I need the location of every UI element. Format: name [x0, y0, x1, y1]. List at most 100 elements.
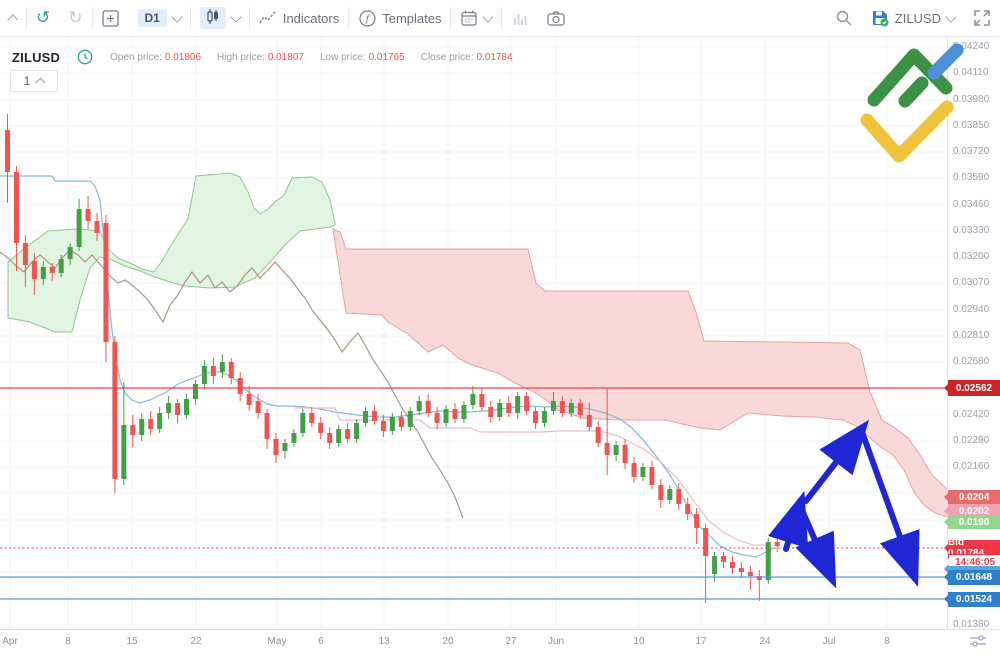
candle-body[interactable]: [255, 401, 261, 413]
candle-body[interactable]: [22, 243, 28, 265]
candle-body[interactable]: [765, 542, 771, 580]
save-symbol-selector[interactable]: ZILUSD: [862, 0, 964, 36]
candle-body[interactable]: [201, 366, 207, 384]
collapse-toolbar-button[interactable]: [0, 0, 26, 36]
candle-body[interactable]: [703, 528, 709, 556]
candle-body[interactable]: [479, 394, 485, 407]
candle-body[interactable]: [398, 417, 404, 427]
candle-body[interactable]: [291, 433, 297, 443]
candle-body[interactable]: [264, 413, 270, 439]
candle-body[interactable]: [389, 417, 395, 431]
candle-body[interactable]: [327, 433, 333, 443]
candle-body[interactable]: [533, 411, 539, 423]
candle-body[interactable]: [210, 366, 216, 376]
candle-body[interactable]: [237, 378, 243, 394]
candle-body[interactable]: [452, 409, 458, 419]
candle-body[interactable]: [228, 362, 234, 378]
candle-body[interactable]: [613, 445, 619, 455]
candle-body[interactable]: [273, 439, 279, 455]
candle-body[interactable]: [76, 209, 82, 247]
candle-body[interactable]: [747, 572, 753, 576]
candle-body[interactable]: [640, 467, 646, 477]
candle-body[interactable]: [694, 514, 700, 528]
tenkan-sen[interactable]: [0, 175, 775, 558]
candle-body[interactable]: [130, 425, 136, 435]
candle-body[interactable]: [524, 396, 530, 411]
candle-body[interactable]: [676, 489, 682, 504]
candle-body[interactable]: [712, 556, 718, 574]
candle-body[interactable]: [148, 419, 154, 429]
candle-body[interactable]: [371, 411, 377, 421]
candle-body[interactable]: [559, 401, 565, 413]
candle-body[interactable]: [550, 401, 556, 411]
forecast-arrow-2[interactable]: [795, 505, 837, 589]
screenshot-button[interactable]: [538, 0, 574, 36]
kijun-sen[interactable]: [295, 407, 766, 546]
candle-body[interactable]: [103, 223, 109, 342]
candle-body[interactable]: [300, 413, 306, 433]
candle-body[interactable]: [5, 130, 10, 172]
search-button[interactable]: [826, 0, 862, 36]
candle-body[interactable]: [94, 221, 100, 233]
candle-body[interactable]: [58, 259, 64, 273]
chart-style-selector[interactable]: [191, 0, 249, 36]
candle-body[interactable]: [658, 485, 664, 500]
candle-body[interactable]: [488, 407, 494, 417]
candle-body[interactable]: [309, 413, 315, 423]
candle-body[interactable]: [586, 415, 592, 427]
forecast-arrow-1[interactable]: [768, 490, 809, 552]
candle-body[interactable]: [729, 562, 735, 568]
undo-button[interactable]: ↺: [27, 0, 59, 36]
candle-body[interactable]: [622, 445, 628, 463]
candle-body[interactable]: [443, 409, 449, 423]
time-axis[interactable]: Apr 8 15 22 May 6 13 20 27 Jun 10 17 24 Jul 8: [0, 629, 1000, 656]
candle-body[interactable]: [40, 267, 46, 279]
templates-button[interactable]: f Templates: [349, 0, 450, 36]
candle-body[interactable]: [184, 399, 189, 415]
candle-body[interactable]: [425, 401, 431, 413]
forecast-arrow-3[interactable]: [803, 419, 870, 504]
candle-body[interactable]: [649, 467, 655, 485]
calendar-button[interactable]: [451, 0, 501, 36]
candle-body[interactable]: [721, 556, 726, 562]
candle-body[interactable]: [336, 429, 342, 443]
candle-body[interactable]: [568, 403, 574, 413]
forecast-arrow-4[interactable]: [859, 429, 920, 587]
candle-body[interactable]: [542, 411, 547, 423]
candle-body[interactable]: [380, 421, 386, 431]
candle-body[interactable]: [506, 403, 512, 413]
candle-body[interactable]: [139, 419, 145, 435]
volume-button[interactable]: [502, 0, 538, 36]
axis-settings-icon[interactable]: [970, 634, 986, 652]
candle-body[interactable]: [461, 405, 467, 419]
ichimoku-cloud-bearish[interactable]: [332, 228, 948, 518]
candle-body[interactable]: [497, 403, 503, 417]
candle-body[interactable]: [363, 411, 368, 423]
candle-body[interactable]: [470, 394, 476, 405]
redo-button[interactable]: ↻: [59, 0, 91, 36]
add-chart-button[interactable]: [93, 0, 129, 36]
candle-body[interactable]: [13, 172, 19, 243]
candle-body[interactable]: [774, 542, 780, 546]
candle-body[interactable]: [219, 362, 225, 372]
candle-body[interactable]: [246, 394, 252, 405]
candle-body[interactable]: [345, 429, 351, 439]
fullscreen-button[interactable]: [964, 0, 1000, 36]
candle-body[interactable]: [667, 489, 673, 500]
candle-body[interactable]: [604, 443, 610, 455]
candle-body[interactable]: [318, 423, 324, 433]
candle-body[interactable]: [175, 403, 181, 415]
chart-number-selector[interactable]: 1: [10, 70, 58, 92]
candle-body[interactable]: [67, 247, 73, 259]
candle-body[interactable]: [157, 413, 163, 429]
candle-body[interactable]: [354, 423, 360, 439]
candle-body[interactable]: [192, 384, 198, 399]
candle-body[interactable]: [577, 403, 583, 415]
candle-body[interactable]: [49, 267, 55, 273]
candle-body[interactable]: [31, 261, 37, 279]
ichimoku-cloud-bullish[interactable]: [7, 172, 336, 333]
candle-body[interactable]: [595, 427, 601, 443]
candle-body[interactable]: [738, 568, 744, 572]
indicators-button[interactable]: Indicators: [250, 0, 348, 36]
